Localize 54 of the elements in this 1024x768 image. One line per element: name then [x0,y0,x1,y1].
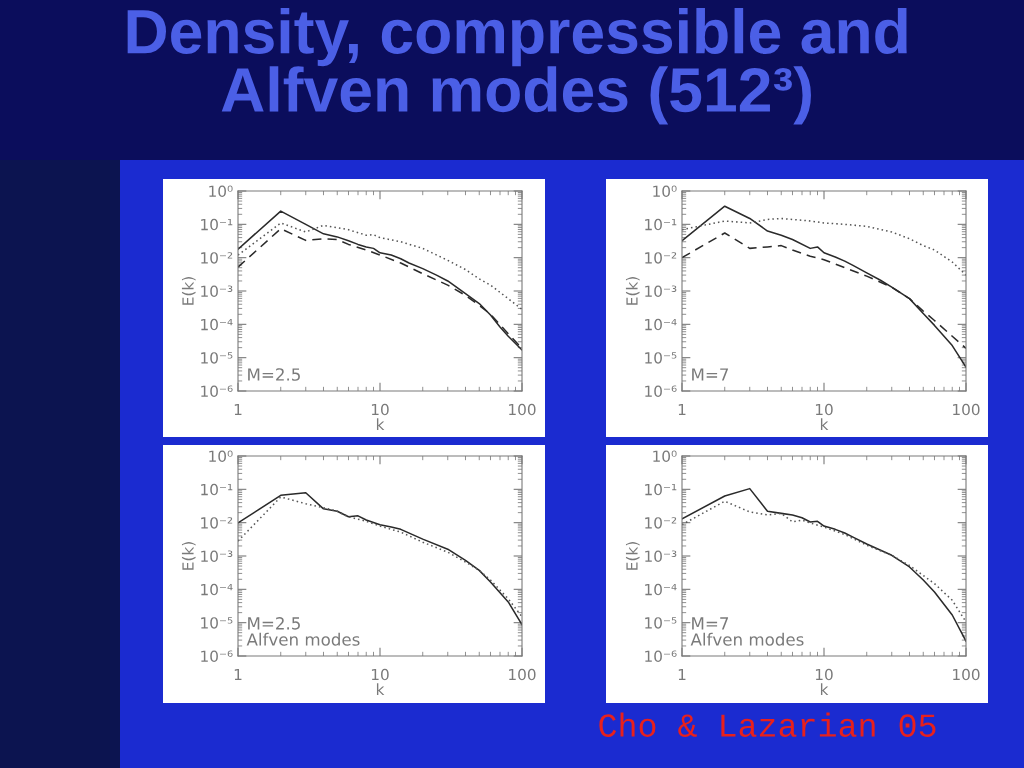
y-tick-label: 10⁻² [645,252,677,264]
y-tick-label: 10⁻⁴ [201,318,233,331]
x-tick-label: 100 [953,668,980,681]
y-tick-label: 10⁰ [653,450,677,463]
y-tick-label: 10⁻³ [645,285,677,298]
y-tick-label: 10⁻³ [201,550,233,563]
text: Cho & Lazarian 05 [599,712,936,737]
y-tick-label: 10⁻² [201,252,233,264]
y-tick-label: 10⁻⁵ [201,617,233,629]
x-tick-label: 10 [815,403,833,416]
y-tick-label: 10⁻² [645,517,677,529]
y-tick-label: 10⁻⁴ [645,318,677,331]
y-tick-label: 10⁻⁶ [201,650,233,663]
x-tick-label: 100 [509,668,536,681]
x-axis-title: k [376,683,385,695]
y-tick-label: 10⁻¹ [645,483,677,496]
y-tick-label: 10⁻⁶ [645,385,677,398]
y-tick-label: 10⁻⁶ [645,650,677,663]
y-tick-label: 10⁻⁴ [201,583,233,596]
y-tick-label: 10⁰ [209,185,233,198]
y-tick-label: 10⁻³ [201,285,233,298]
x-axis-title: k [376,418,385,430]
x-axis-title: k [820,683,829,695]
chart-title: Density, compressible and Alfven modes (512³) [127,8,907,125]
y-tick-label: 10⁻⁵ [201,352,233,364]
y-tick-label: 10⁻² [201,517,233,529]
y-tick-label: 10⁻¹ [201,483,233,496]
y-tick-label: 10⁻¹ [645,218,677,231]
y-tick-label: 10⁻⁶ [201,385,233,398]
y-tick-label: 10⁻³ [645,550,677,563]
y-axis-title: E(k) [181,542,196,570]
y-axis-title: E(k) [625,542,640,570]
x-tick-label: 1 [678,668,686,681]
annotation: M=7 Alfven modes [690,617,804,646]
annotation: M=7 [692,368,729,381]
y-tick-label: 10⁻⁵ [645,617,677,629]
y-tick-label: 10⁻¹ [201,218,233,231]
y-tick-label: 10⁻⁵ [645,352,677,364]
x-tick-label: 1 [678,403,686,416]
x-tick-label: 100 [509,403,536,416]
x-axis-title: k [820,418,829,430]
annotation: M=2.5 Alfven modes [246,617,360,646]
y-tick-label: 10⁰ [653,185,677,198]
x-tick-label: 100 [953,403,980,416]
x-tick-label: 1 [234,403,242,416]
y-axis-title: E(k) [181,277,196,305]
y-tick-label: 10⁰ [209,450,233,463]
x-tick-label: 10 [815,668,833,681]
x-tick-label: 10 [371,668,389,681]
annotation: M=2.5 [248,368,300,381]
y-tick-label: 10⁻⁴ [645,583,677,596]
y-axis-title: E(k) [625,277,640,305]
x-tick-label: 10 [371,403,389,416]
x-tick-label: 1 [234,668,242,681]
